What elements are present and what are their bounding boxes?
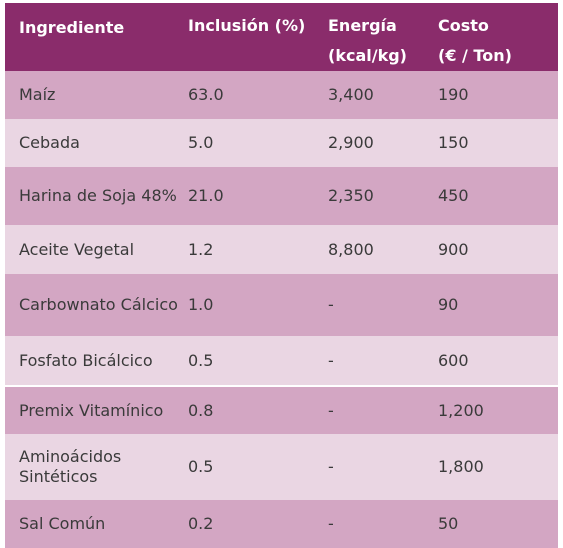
cell-energy: - — [328, 295, 334, 314]
cell-cost: 190 — [438, 85, 469, 104]
header-costo: Costo (€ / Ton) — [438, 3, 558, 71]
table-row: Fosfato Bicálcico 0.5 - 600 — [5, 336, 558, 386]
cell-ingredient: Maíz — [19, 85, 56, 104]
cell-energy: - — [328, 385, 438, 434]
cell-ingredient: Fosfato Bicálcico — [19, 350, 153, 370]
table-header-row: Ingrediente Inclusión (%) Energía (kcal/… — [5, 3, 558, 71]
cell-inclusion: 0.5 — [188, 457, 214, 476]
cell-energy: - — [328, 350, 334, 370]
table-row: Carbownato Cálcico 1.0 - 90 — [5, 274, 558, 336]
cell-ingredient: Sal Común — [19, 514, 106, 533]
cell-cost: 900 — [438, 239, 469, 259]
cell-ingredient: Aminoácidos Sintéticos — [19, 447, 122, 486]
cell-ingredient: Cebada — [19, 133, 80, 152]
cell-inclusion: 0.8 — [188, 385, 328, 434]
ingredients-table-container: Ingrediente Inclusión (%) Energía (kcal/… — [5, 3, 558, 548]
cell-cost: 1,800 — [438, 457, 484, 476]
header-label: Inclusión (%) — [188, 16, 306, 35]
cell-cost: 600 — [438, 350, 469, 370]
table-row: Aceite Vegetal 1.2 8,800 900 — [5, 225, 558, 274]
cell-inclusion: 0.5 — [188, 350, 214, 370]
cell-energy: 8,800 — [328, 239, 374, 259]
cell-ingredient: Premix Vitamínico — [5, 385, 188, 434]
cell-inclusion: 5.0 — [188, 133, 214, 152]
cell-energy: - — [328, 457, 334, 476]
table-row: Aminoácidos Sintéticos 0.5 - 1,800 — [5, 434, 558, 500]
cell-energy: 2,350 — [328, 186, 374, 205]
cell-ingredient: Aceite Vegetal — [19, 239, 135, 259]
cell-inclusion: 1.0 — [188, 295, 214, 314]
header-inclusion: Inclusión (%) — [188, 3, 328, 71]
cell-cost: 150 — [438, 133, 469, 152]
header-ingrediente: Ingrediente — [5, 3, 188, 71]
cell-cost: 1,200 — [438, 385, 558, 434]
cell-ingredient: Carbownato Cálcico — [19, 295, 178, 314]
cell-inclusion: 63.0 — [188, 85, 224, 104]
header-label: Costo — [438, 16, 489, 35]
cell-inclusion: 21.0 — [188, 186, 224, 205]
header-label: Ingrediente — [19, 18, 125, 37]
table-row: Sal Común 0.2 - 50 — [5, 500, 558, 548]
cell-energy: 2,900 — [328, 133, 374, 152]
cell-ingredient: Harina de Soja 48% — [19, 186, 177, 205]
table-row: Premix Vitamínico 0.8 - 1,200 — [5, 385, 558, 434]
cell-energy: - — [328, 514, 334, 533]
cell-inclusion: 1.2 — [188, 239, 214, 259]
table-row: Cebada 5.0 2,900 150 — [5, 119, 558, 167]
header-energia: Energía (kcal/kg) — [328, 3, 438, 71]
header-label: Energía — [328, 16, 397, 35]
header-unit: (€ / Ton) — [438, 46, 512, 65]
ingredients-table: Ingrediente Inclusión (%) Energía (kcal/… — [5, 3, 558, 548]
table-row: Maíz 63.0 3,400 190 — [5, 71, 558, 119]
header-unit: (kcal/kg) — [328, 46, 407, 65]
table-row: Harina de Soja 48% 21.0 2,350 450 — [5, 167, 558, 225]
cell-cost: 450 — [438, 186, 469, 205]
cell-energy: 3,400 — [328, 85, 374, 104]
cell-inclusion: 0.2 — [188, 514, 214, 533]
cell-cost: 50 — [438, 514, 459, 533]
cell-cost: 90 — [438, 295, 459, 314]
